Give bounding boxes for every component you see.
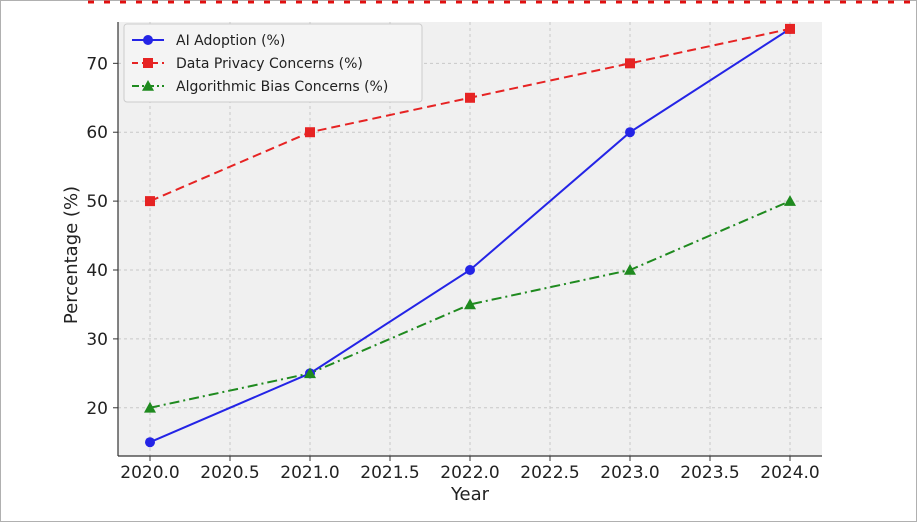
y-tick-label: 70	[86, 54, 108, 74]
y-tick-label: 40	[86, 261, 108, 281]
data-privacy-legend-label: Data Privacy Concerns (%)	[176, 56, 363, 72]
x-tick-label: 2023.5	[680, 463, 739, 483]
algorithmic-bias-legend-label: Algorithmic Bias Concerns (%)	[176, 79, 388, 95]
x-tick-label: 2022.5	[520, 463, 579, 483]
algorithmic-bias-legend-marker	[142, 80, 154, 91]
x-tick-label: 2021.5	[360, 463, 419, 483]
ai-adoption-legend-marker	[143, 35, 153, 45]
data-privacy-point	[305, 127, 315, 138]
y-tick-label: 20	[86, 399, 108, 419]
x-tick-label: 2020.0	[120, 463, 179, 483]
y-tick-label: 60	[86, 123, 108, 143]
legend: AI Adoption (%) Data Privacy Concerns (%)…	[123, 23, 423, 103]
ai-adoption-legend-label: AI Adoption (%)	[176, 33, 285, 49]
algorithmic-bias-line	[149, 200, 791, 409]
x-axis-label: Year	[450, 484, 490, 505]
data-privacy-point	[625, 58, 635, 69]
y-tick-label: 50	[86, 192, 108, 212]
x-tick-label: 2020.5	[200, 463, 259, 483]
algorithmic-bias-point	[624, 264, 636, 275]
data-privacy-point	[465, 92, 475, 103]
algorithmic-bias-point	[464, 298, 476, 310]
algorithmic-bias-point	[144, 401, 156, 413]
data-privacy-point	[785, 23, 795, 34]
x-tick-label: 2023.0	[600, 463, 659, 483]
y-axis-label: Percentage (%)	[61, 186, 82, 324]
ai-adoption-point	[145, 437, 155, 448]
ai-adoption-point	[625, 127, 635, 138]
algorithmic-bias-point	[784, 195, 796, 206]
x-tick-label: 2022.0	[440, 463, 499, 483]
x-tick-label: 2021.0	[280, 463, 339, 483]
data-privacy-point	[145, 196, 155, 207]
legend-box	[123, 23, 423, 103]
data-privacy-legend-marker	[143, 58, 153, 68]
ai-adoption-point	[465, 265, 475, 275]
y-tick-label: 30	[86, 330, 108, 350]
x-tick-label: 2024.0	[760, 463, 819, 483]
algorithmic-bias-point	[304, 367, 316, 379]
